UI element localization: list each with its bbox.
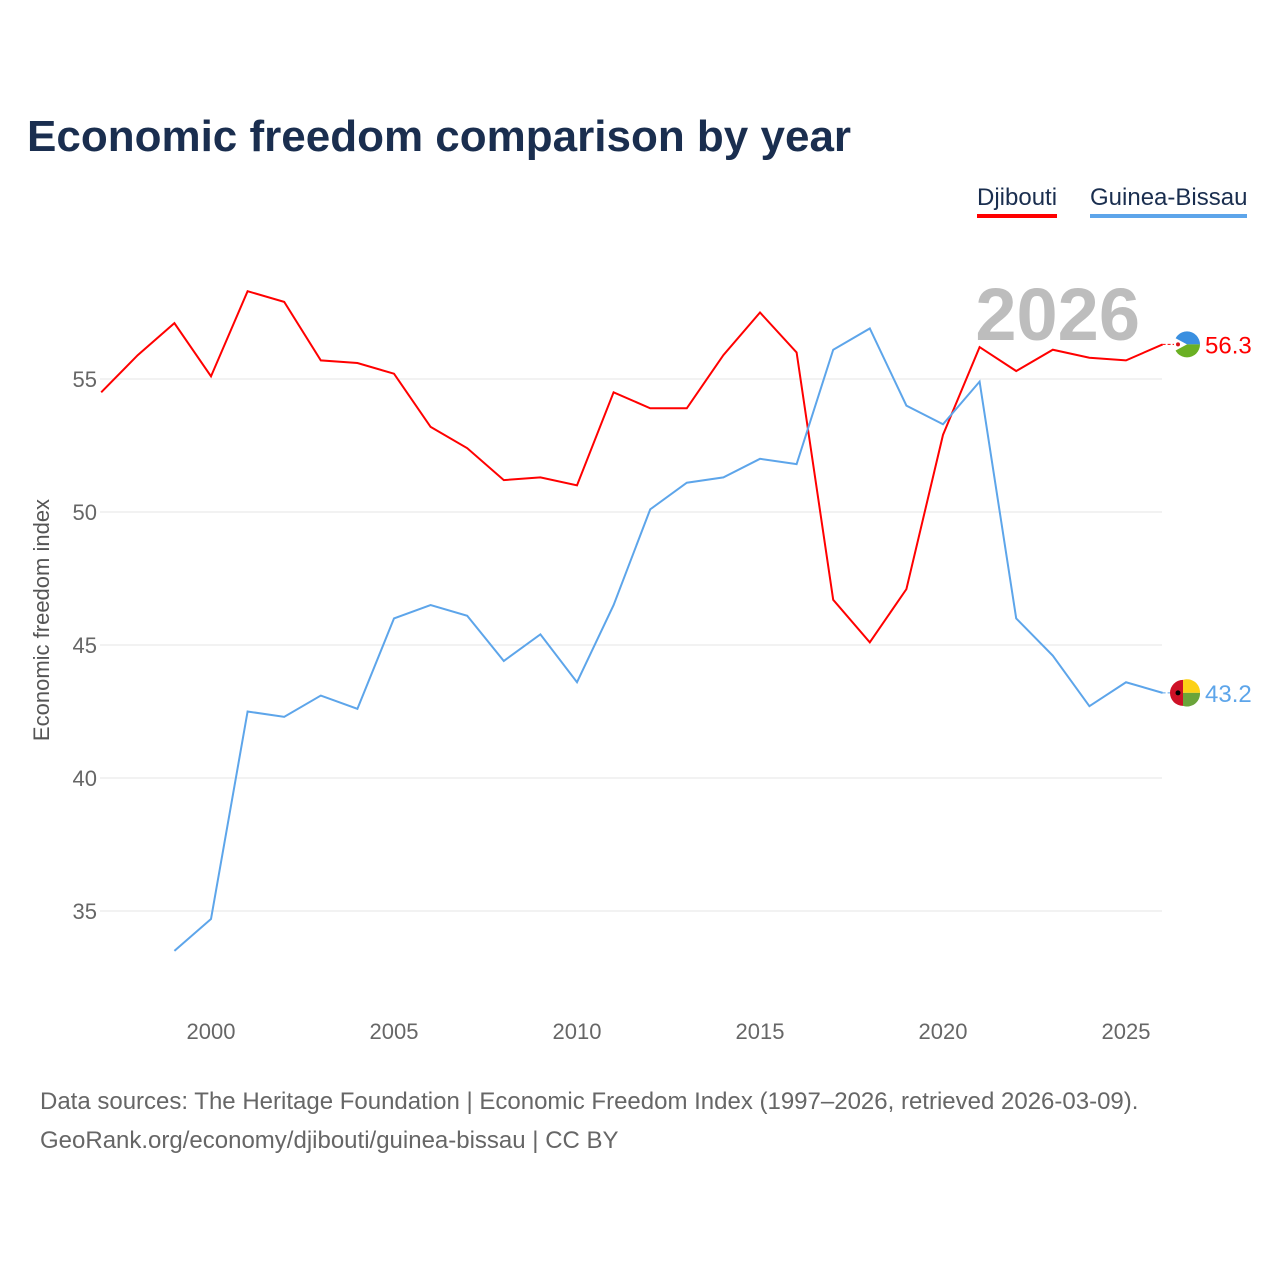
x-tick-label: 2000 (187, 1019, 236, 1044)
flag-icon-guinea-bissau (1183, 692, 1201, 707)
end-value-label: 56.3 (1205, 332, 1252, 359)
legend-guinea-bissau[interactable]: Guinea-Bissau (1090, 184, 1248, 218)
y-tick-label: 35 (73, 899, 97, 924)
series-line-guinea-bissau (173, 327, 1163, 952)
footer-sources: Data sources: The Heritage Foundation | … (40, 1088, 1139, 1115)
flag-icon-guinea-bissau (1183, 679, 1201, 693)
y-tick-label: 50 (73, 500, 97, 525)
x-tick-label: 2010 (553, 1019, 602, 1044)
flag-star-icon (1175, 690, 1181, 696)
y-tick-label: 45 (73, 633, 97, 658)
legend-djibouti[interactable]: Djibouti (977, 184, 1058, 218)
end-value-label: 43.2 (1205, 681, 1252, 708)
x-tick-label: 2025 (1102, 1019, 1151, 1044)
chart-title: Economic freedom comparison by year (27, 112, 852, 161)
y-tick-label: 40 (73, 766, 97, 791)
y-tick-label: 55 (73, 367, 97, 392)
x-tick-label: 2020 (919, 1019, 968, 1044)
x-tick-label: 2015 (736, 1019, 785, 1044)
series-line-djibouti (100, 290, 1163, 644)
x-tick-label: 2005 (370, 1019, 419, 1044)
flag-star-icon (1176, 342, 1180, 347)
footer-credit: GeoRank.org/economy/djibouti/guinea-biss… (40, 1127, 619, 1154)
year-watermark: 2026 (975, 273, 1140, 356)
flag-icon-djibouti (1174, 337, 1187, 352)
